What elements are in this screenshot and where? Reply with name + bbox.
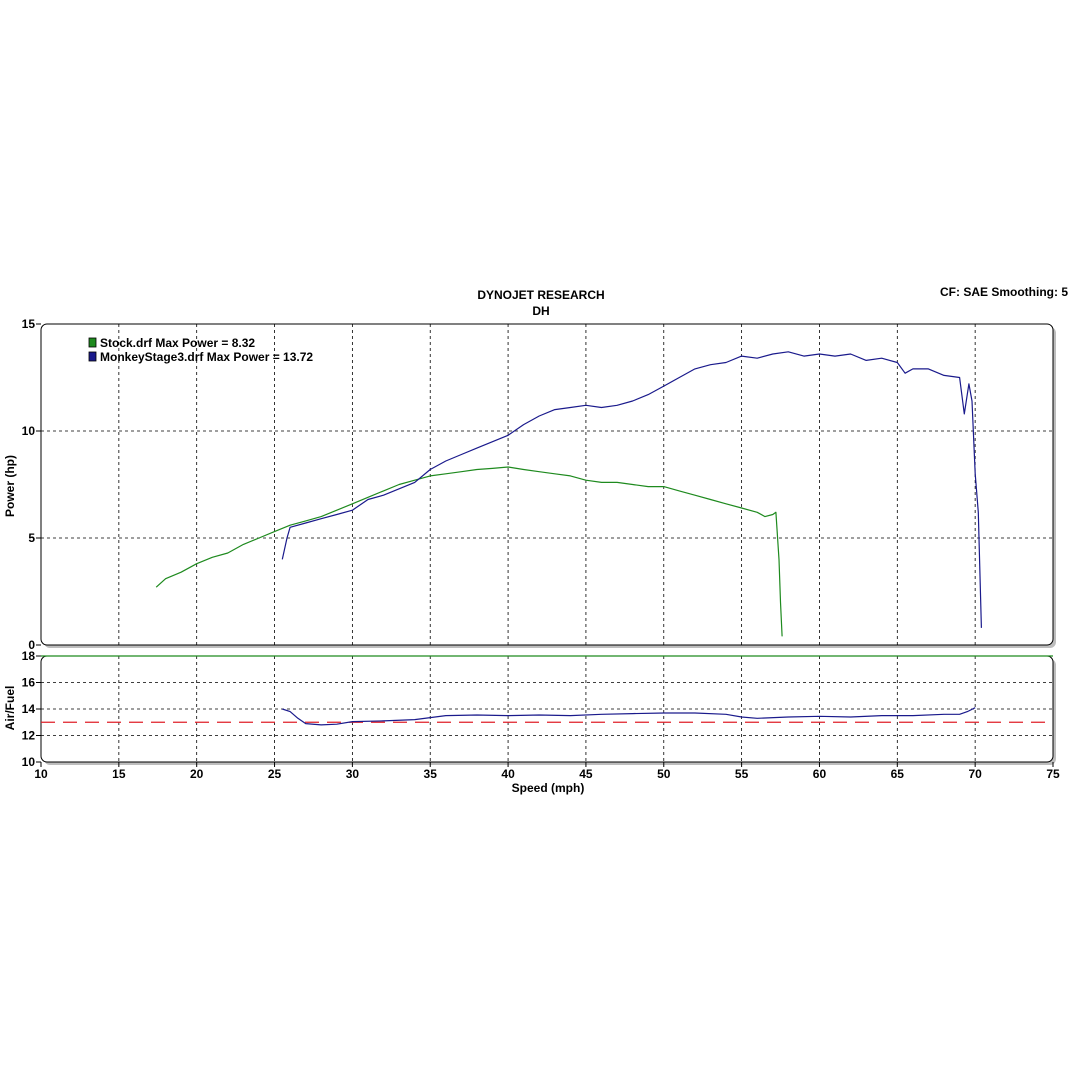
x-tick-label-35: 35	[424, 767, 438, 781]
af-ytick-label-10: 10	[22, 755, 36, 769]
legend: Stock.drf Max Power = 8.32 MonkeyStage3.…	[88, 336, 313, 364]
legend-swatch-stock	[88, 337, 97, 348]
chart-title: DYNOJET RESEARCH	[477, 288, 604, 302]
x-tick-label-25: 25	[268, 767, 282, 781]
af-series-monkeystage3-drf	[282, 707, 976, 726]
x-tick-label-70: 70	[968, 767, 982, 781]
x-tick-label-30: 30	[346, 767, 360, 781]
x-tick-label-50: 50	[657, 767, 671, 781]
power-ytick-label-0: 0	[28, 638, 35, 652]
af-ytick-label-18: 18	[22, 649, 36, 663]
power-ytick-label-5: 5	[28, 531, 35, 545]
power-series-stock-drf	[155, 466, 783, 637]
x-tick-label-55: 55	[735, 767, 749, 781]
power-ytick-label-10: 10	[22, 424, 36, 438]
x-tick-label-45: 45	[579, 767, 593, 781]
x-tick-label-10: 10	[34, 767, 48, 781]
x-tick-label-60: 60	[813, 767, 827, 781]
airfuel-y-axis-label: Air/Fuel	[3, 686, 17, 731]
power-plot-area	[40, 323, 1054, 646]
x-tick-labels: 10 15 20 25 30 35 40 45 50 55 60 65 70 75	[34, 762, 1060, 781]
af-ytick-label-14: 14	[22, 702, 36, 716]
power-y-axis-label: Power (hp)	[3, 455, 17, 517]
airfuel-gridlines	[41, 656, 1053, 762]
x-tick-label-20: 20	[190, 767, 204, 781]
chart-subtitle: DH	[532, 304, 549, 318]
legend-entry-stock: Stock.drf Max Power = 8.32	[100, 336, 255, 350]
power-series-lines	[155, 351, 982, 637]
x-tick-label-75: 75	[1046, 767, 1060, 781]
legend-swatch-stage3	[88, 351, 97, 362]
power-ytick-label-15: 15	[22, 317, 36, 331]
x-tick-label-40: 40	[501, 767, 515, 781]
af-ytick-label-16: 16	[22, 676, 36, 690]
legend-entry-stage3: MonkeyStage3.drf Max Power = 13.72	[100, 350, 313, 364]
power-y-tick-labels: 0 5 10 15	[22, 317, 41, 652]
power-gridlines	[41, 324, 1053, 645]
x-tick-label-65: 65	[891, 767, 905, 781]
airfuel-panel: 10 12 14 16 18 Air/Fuel	[3, 649, 1056, 769]
power-panel: 0 5 10 15 Stock.drf Max Power = 8.32 Monkey…	[3, 317, 1056, 652]
x-tick-label-15: 15	[112, 767, 126, 781]
x-axis-label: Speed (mph)	[512, 781, 585, 795]
airfuel-series-lines	[41, 655, 1053, 726]
correction-info: CF: SAE Smoothing: 5	[940, 285, 1068, 299]
power-series-monkeystage3-drf	[281, 351, 982, 628]
af-ytick-label-12: 12	[22, 729, 36, 743]
airfuel-y-tick-labels: 10 12 14 16 18	[22, 649, 41, 769]
